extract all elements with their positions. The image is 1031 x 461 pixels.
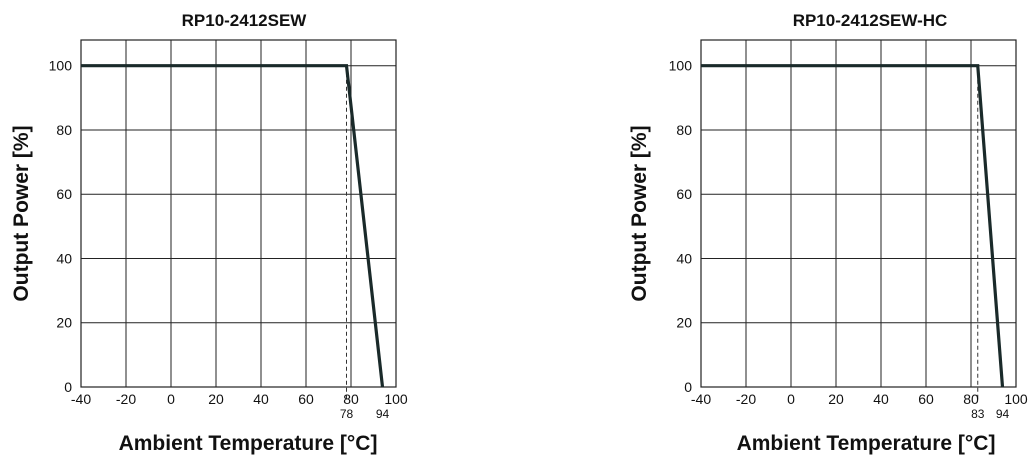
chart2-x-axis-label: Ambient Temperature [°C]: [737, 432, 996, 455]
chart1-y-tick-40: 40: [56, 250, 72, 266]
chart1-y-tick-100: 100: [49, 58, 73, 74]
chart2-x-tick-80: 80: [963, 391, 979, 407]
chart2-x-tick-20: 20: [828, 391, 844, 407]
chart2-x-tick--40: -40: [691, 391, 711, 407]
chart1-x-tick-80: 80: [343, 391, 359, 407]
chart1-x-tick-0: 0: [167, 391, 175, 407]
chart1-x-axis-label: Ambient Temperature [°C]: [119, 432, 378, 455]
chart2-x-tick-60: 60: [918, 391, 934, 407]
chart1-x-tick--20: -20: [116, 391, 136, 407]
chart1-x-tick-40: 40: [253, 391, 269, 407]
chart1-y-tick-80: 80: [56, 122, 72, 138]
chart1-y-axis-label: Output Power [%]: [10, 125, 33, 301]
chart1-x-tick-20: 20: [208, 391, 224, 407]
chart2-title: RP10-2412SEW-HC: [793, 11, 948, 30]
chart2-y-tick-80: 80: [676, 122, 692, 138]
chart2-plot-frame: [701, 40, 1016, 387]
chart2-x-tick--20: -20: [736, 391, 756, 407]
chart2-y-axis-label: Output Power [%]: [628, 125, 651, 301]
chart2-y-tick-60: 60: [676, 186, 692, 202]
chart2-x-tick-100: 100: [1004, 391, 1028, 407]
chart1-x-tick-100: 100: [384, 391, 408, 407]
chart1-y-tick-20: 20: [56, 315, 72, 331]
chart2-y-tick-20: 20: [676, 315, 692, 331]
chart2-y-tick-100: 100: [669, 58, 693, 74]
chart1-y-tick-60: 60: [56, 186, 72, 202]
chart1-title: RP10-2412SEW: [182, 11, 308, 30]
chart2-annotation-83: 83: [971, 407, 985, 421]
chart1-annotation-94: 94: [376, 407, 390, 421]
chart1-annotation-78: 78: [340, 407, 354, 421]
chart2-y-tick-40: 40: [676, 250, 692, 266]
chart2-annotation-94: 94: [996, 407, 1010, 421]
chart1-x-tick--40: -40: [71, 391, 91, 407]
chart2-x-tick-40: 40: [873, 391, 889, 407]
chart2-x-tick-0: 0: [787, 391, 795, 407]
chart1-x-tick-60: 60: [298, 391, 314, 407]
